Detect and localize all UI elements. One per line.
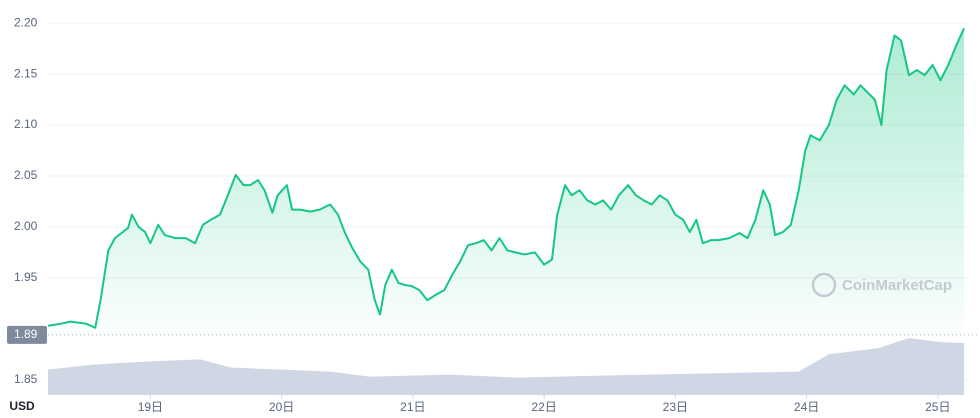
x-tick-label: 22日 xyxy=(531,400,556,414)
y-tick-label: 1.95 xyxy=(14,270,38,284)
watermark-text: CoinMarketCap xyxy=(842,277,952,294)
watermark: CoinMarketCap xyxy=(811,272,952,298)
watermark-logo xyxy=(811,272,837,298)
reference-box xyxy=(7,325,47,344)
reference-label: 1.89 xyxy=(14,327,38,341)
price-area xyxy=(48,28,965,335)
y-tick-label: 2.10 xyxy=(14,117,38,131)
y-tick-label: 2.00 xyxy=(14,219,38,233)
volume-area xyxy=(48,337,965,395)
y-tick-label: 2.05 xyxy=(14,168,38,182)
unit-label: USD xyxy=(9,399,35,413)
x-tick-label: 24日 xyxy=(794,400,819,414)
x-tick-label: 21日 xyxy=(400,400,425,414)
x-tick-label: 25日 xyxy=(925,400,950,414)
y-tick-label: 2.20 xyxy=(14,15,38,29)
x-tick-label: 23日 xyxy=(663,400,688,414)
y-tick-label: 1.85 xyxy=(14,372,38,386)
x-tick-label: 19日 xyxy=(138,400,163,414)
price-line xyxy=(47,27,965,329)
y-tick-label: 2.15 xyxy=(14,66,38,80)
x-tick-label: 20日 xyxy=(269,400,294,414)
